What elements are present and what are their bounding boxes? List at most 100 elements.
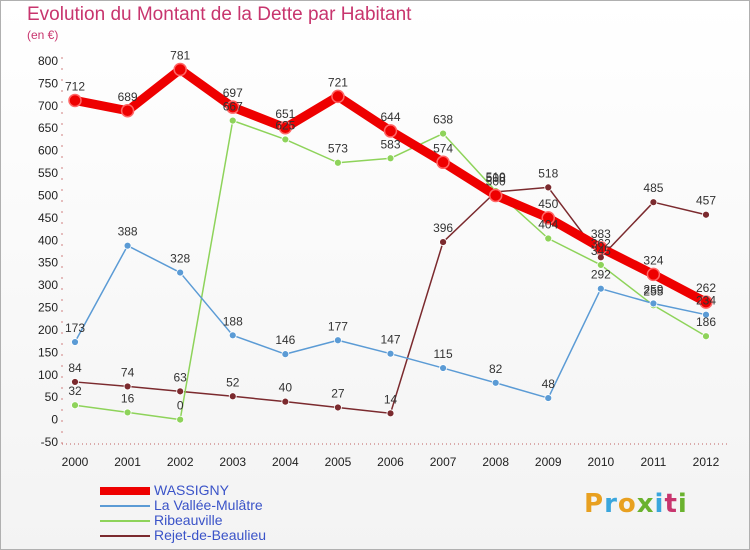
data-point — [281, 397, 290, 406]
x-tick-label: 2008 — [482, 455, 509, 469]
data-point — [123, 241, 132, 250]
data-point — [173, 62, 187, 77]
data-label: 27 — [331, 386, 345, 400]
brand-letter: t — [664, 489, 678, 519]
x-tick-label: 2002 — [167, 455, 194, 469]
data-label: 188 — [223, 314, 243, 328]
data-label: 644 — [380, 110, 400, 124]
data-label: 234 — [696, 294, 716, 308]
data-label: 0 — [177, 399, 184, 413]
data-point — [491, 378, 500, 387]
y-tick-label: 200 — [38, 323, 58, 337]
data-label: 82 — [489, 362, 503, 376]
data-label: 712 — [65, 79, 85, 93]
data-label: 573 — [328, 142, 348, 156]
data-label: 651 — [275, 107, 295, 121]
data-point — [278, 121, 293, 135]
x-tick-label: 2000 — [62, 455, 89, 469]
data-label: 255 — [643, 284, 663, 298]
chart-subtitle: (en €) — [27, 28, 59, 42]
x-tick-label: 2001 — [114, 455, 141, 469]
data-label: 186 — [696, 315, 716, 329]
x-tick-label: 2003 — [219, 455, 246, 469]
data-point — [281, 350, 290, 359]
data-point — [71, 338, 79, 346]
x-tick-label: 2006 — [377, 455, 404, 469]
data-label: 667 — [223, 100, 243, 114]
series-line-3 — [74, 186, 707, 415]
data-label: 40 — [279, 381, 293, 395]
y-tick-label: 650 — [38, 121, 58, 135]
x-tick-label: 2010 — [587, 455, 614, 469]
y-tick-label: 450 — [38, 211, 58, 225]
data-label: 328 — [170, 252, 190, 266]
data-label: 16 — [121, 391, 135, 405]
data-point — [646, 267, 661, 282]
data-point — [488, 188, 503, 203]
x-tick-label: 2007 — [430, 455, 457, 469]
x-tick-label: 2005 — [325, 455, 352, 469]
data-label: 638 — [433, 113, 453, 127]
data-point — [439, 364, 447, 372]
data-point — [649, 299, 658, 308]
y-tick-label: 150 — [38, 345, 58, 359]
data-label: 781 — [170, 49, 190, 63]
data-point — [541, 211, 555, 225]
legend-swatch — [100, 535, 150, 537]
data-point — [439, 129, 447, 138]
data-label: 173 — [65, 321, 85, 335]
data-label: 388 — [118, 225, 138, 239]
data-point — [123, 382, 132, 391]
x-tick-label: 2009 — [535, 455, 562, 469]
data-point — [439, 238, 447, 246]
data-label: 14 — [384, 392, 398, 406]
data-point — [68, 93, 82, 108]
y-tick-label: 250 — [38, 301, 58, 315]
data-label: 500 — [486, 174, 506, 188]
y-tick-label: -50 — [41, 435, 59, 449]
data-point — [71, 401, 79, 410]
data-label: 485 — [643, 181, 663, 195]
data-label: 362 — [591, 236, 611, 250]
data-label: 574 — [433, 141, 453, 155]
legend-label: Ribeauville — [154, 512, 223, 528]
data-point — [544, 183, 553, 192]
data-point — [176, 415, 185, 424]
data-label: 74 — [121, 365, 135, 379]
data-label: 457 — [696, 194, 716, 208]
legend-label: WASSIGNY — [154, 482, 229, 498]
x-tick-label: 2011 — [641, 455, 667, 469]
data-label: 48 — [542, 377, 556, 391]
data-point — [436, 155, 450, 170]
data-label: 177 — [328, 319, 348, 333]
proxiti-logo: Proxiti — [584, 489, 688, 519]
data-point — [702, 210, 710, 219]
data-label: 583 — [380, 137, 400, 151]
data-point — [386, 409, 395, 418]
data-point — [334, 336, 342, 345]
data-label: 510 — [486, 170, 506, 184]
data-label: 259 — [643, 282, 663, 296]
data-point — [699, 295, 713, 309]
data-label: 518 — [538, 166, 558, 180]
data-label: 262 — [696, 281, 716, 295]
data-point — [71, 378, 79, 386]
data-label: 625 — [275, 118, 295, 132]
y-tick-label: 350 — [38, 256, 58, 270]
data-label: 721 — [328, 75, 348, 89]
data-label: 345 — [591, 244, 611, 258]
brand-letter: i — [677, 489, 688, 519]
data-label: 115 — [434, 347, 453, 361]
legend-swatch — [100, 505, 150, 507]
legend-swatch — [100, 487, 150, 495]
y-tick-label: 750 — [38, 76, 58, 90]
brand-letter: o — [617, 489, 637, 519]
series-line-1 — [74, 244, 707, 399]
y-tick-label: 0 — [51, 413, 58, 427]
data-point — [228, 331, 237, 340]
data-point — [702, 310, 710, 319]
brand-letter: x — [636, 489, 655, 519]
series-line-2 — [74, 119, 707, 421]
x-tick-label: 2004 — [272, 455, 299, 469]
